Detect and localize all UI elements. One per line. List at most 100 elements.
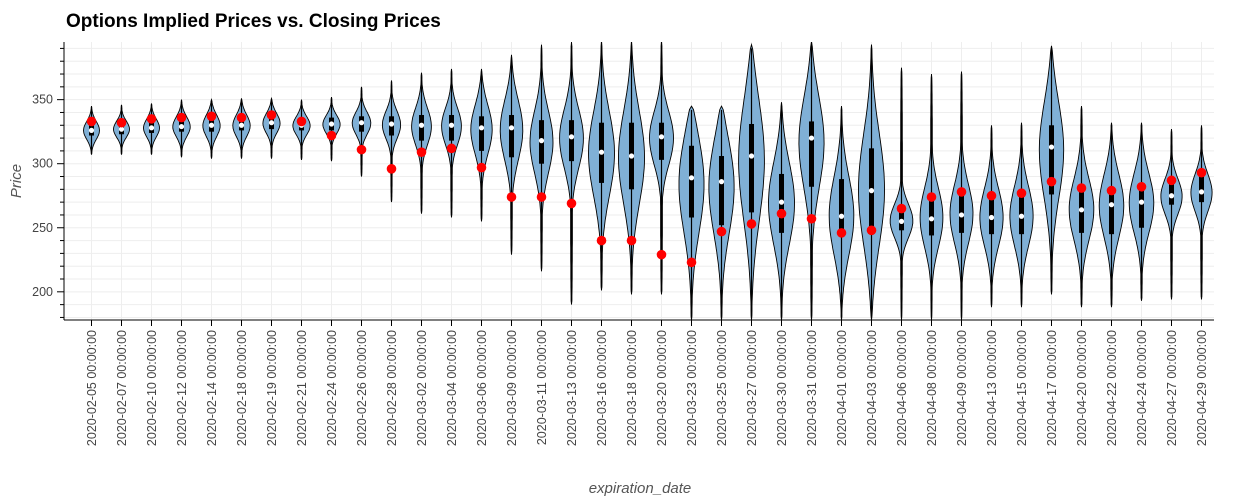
violin-group [202, 98, 221, 159]
violin-group [143, 103, 160, 155]
x-tick-label: 2020-04-01 00:00:00 [835, 330, 849, 446]
violin-group [499, 54, 524, 255]
violin-group [1190, 125, 1213, 300]
median-marker [358, 120, 365, 126]
violin-iqr-box [689, 145, 694, 218]
closing-price-point [536, 192, 547, 202]
violin-iqr-box [719, 156, 724, 226]
violin-group [529, 44, 554, 272]
median-marker [1048, 144, 1055, 150]
violin-group [113, 104, 130, 155]
violin-group [1009, 122, 1034, 308]
median-marker [658, 134, 665, 140]
median-marker [418, 122, 425, 128]
closing-price-point [176, 112, 187, 123]
median-marker [328, 121, 335, 127]
closing-price-point [206, 111, 217, 122]
x-tick-label: 2020-04-03 00:00:00 [865, 330, 879, 446]
closing-price-point [1196, 167, 1207, 178]
violin-group [708, 105, 735, 320]
violin-iqr-box [809, 121, 814, 187]
violin-group [949, 71, 974, 320]
closing-price-point [146, 114, 157, 124]
violin-group [322, 97, 341, 162]
closing-price-point [896, 203, 907, 214]
violin-group [1128, 122, 1155, 301]
closing-price-point [356, 144, 367, 155]
median-marker [1078, 207, 1085, 213]
violin-group [858, 44, 885, 320]
x-tick-label: 2020-03-13 00:00:00 [565, 330, 579, 446]
median-marker [958, 212, 965, 218]
x-tick-label: 2020-03-31 00:00:00 [805, 330, 819, 446]
closing-price-point [266, 110, 277, 120]
closing-price-point [626, 235, 637, 246]
violin-iqr-box [749, 123, 754, 213]
closing-price-point [716, 226, 727, 237]
closing-price-point [506, 192, 517, 202]
median-marker [748, 153, 755, 159]
x-tick-label: 2020-02-07 00:00:00 [115, 330, 129, 446]
median-marker [898, 218, 905, 224]
violin-group [798, 42, 825, 320]
violin-iqr-box [1169, 180, 1174, 205]
median-marker [388, 121, 395, 127]
axes [63, 42, 1214, 321]
x-tick-label: 2020-03-27 00:00:00 [745, 330, 759, 446]
x-tick-label: 2020-02-18 00:00:00 [235, 330, 249, 446]
x-tick-label: 2020-04-13 00:00:00 [985, 330, 999, 446]
closing-price-point [1076, 183, 1087, 193]
closing-price-point [986, 190, 997, 201]
violin-group [588, 42, 615, 291]
y-tick-label: 250 [32, 221, 53, 235]
median-marker [628, 153, 635, 159]
violin-group [292, 99, 311, 160]
violin-iqr-box [929, 194, 934, 236]
closing-price-point [806, 213, 817, 224]
violins [83, 42, 1213, 320]
violin-iqr-box [1049, 125, 1054, 195]
violin-group [441, 68, 462, 218]
violin-group [1038, 45, 1065, 295]
violin-group [828, 106, 855, 320]
median-marker [238, 122, 245, 128]
closing-price-point [1016, 188, 1027, 198]
x-tick-label: 2020-04-29 00:00:00 [1195, 330, 1209, 446]
closing-price-point [926, 192, 937, 202]
x-tick-label: 2020-03-11 00:00:00 [535, 330, 549, 445]
violin-group [768, 102, 795, 320]
violin-iqr-box [479, 116, 484, 151]
median-marker [868, 188, 875, 194]
closing-price-point [596, 235, 607, 246]
x-tick-label: 2020-04-15 00:00:00 [1015, 330, 1029, 446]
median-marker [1018, 213, 1025, 219]
violin-group [919, 73, 944, 320]
median-marker [598, 149, 605, 155]
closing-price-point [296, 116, 307, 127]
x-tick-label: 2020-04-27 00:00:00 [1165, 330, 1179, 446]
x-tick-label: 2020-04-20 00:00:00 [1075, 330, 1089, 446]
median-marker [988, 214, 995, 221]
violin-iqr-box [1109, 189, 1114, 235]
violin-group [262, 96, 281, 159]
closing-price-point [326, 130, 337, 141]
closing-price-point [956, 187, 967, 197]
median-marker [568, 134, 575, 140]
violin-group [678, 105, 705, 320]
y-tick-label: 200 [32, 285, 53, 299]
chart-title: Options Implied Prices vs. Closing Price… [66, 11, 441, 32]
closing-price-point [746, 219, 757, 229]
x-tick-label: 2020-04-09 00:00:00 [955, 330, 969, 446]
x-tick-label: 2020-04-17 00:00:00 [1045, 330, 1059, 446]
closing-price-point [1136, 181, 1147, 192]
x-tick-label: 2020-03-06 00:00:00 [475, 330, 489, 446]
y-axis-label: Price [8, 164, 25, 198]
x-tick-label: 2020-02-10 00:00:00 [145, 330, 159, 446]
x-tick-label: 2020-04-08 00:00:00 [925, 330, 939, 446]
median-marker [718, 179, 725, 185]
x-tick-label: 2020-03-23 00:00:00 [685, 330, 699, 446]
y-ticks: 200 250 300 350 [32, 47, 64, 318]
median-marker [208, 122, 215, 128]
violin-iqr-box [839, 179, 844, 236]
closing-price-point [416, 147, 427, 157]
